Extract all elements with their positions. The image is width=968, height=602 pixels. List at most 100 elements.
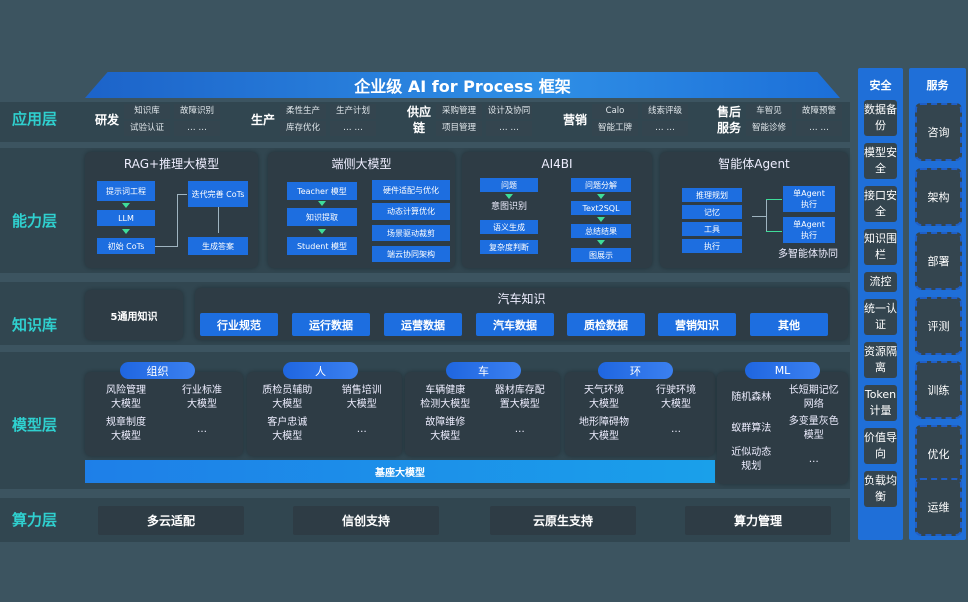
node-scene-prune: 场景驱动裁剪 [372, 225, 450, 241]
node-llm: LLM [97, 210, 155, 226]
app-item: Calo [592, 104, 638, 119]
service-title: 服务 [926, 79, 949, 92]
app-item: 生产计划 [330, 104, 376, 119]
arrow-right-icon [766, 231, 782, 232]
app-group-items: Calo 线索评级 智能工牌 … … [592, 104, 688, 136]
connector-line [766, 199, 767, 231]
app-item: 故障预警 [796, 104, 842, 119]
service-item: 运维 [915, 478, 962, 536]
connector-line [752, 216, 766, 217]
model-item: 销售培训 大模型 [341, 385, 382, 410]
model-panel [247, 372, 402, 456]
service-item: 训练 [915, 361, 962, 419]
app-item: 采购管理 [436, 104, 482, 119]
arrow-down-icon [318, 201, 326, 206]
model-item: 器材库存配 置大模型 [494, 385, 545, 410]
node-question: 问题 [480, 178, 538, 192]
layer-label-knowledge: 知识库 [12, 316, 58, 334]
label-multi-agent: 多智能体协同 [778, 249, 838, 260]
arrow-down-icon [122, 203, 130, 208]
model-item: 近似动态 规划 [731, 447, 772, 472]
model-category-pill: 人 [283, 362, 358, 379]
app-item: … … [486, 121, 532, 136]
node-complexity: 复杂度判断 [480, 240, 538, 254]
model-items: 车辆健康 检测大模型 器材库存配 置大模型 故障维修 大模型… [409, 384, 556, 444]
arrow-down-icon [597, 240, 605, 245]
model-items: 质检员辅助 大模型 销售培训 大模型 客户忠诚 大模型… [251, 384, 398, 444]
connector-line [218, 207, 219, 233]
security-items: 数据备份 模型安全 接口安全 知识围栏 流控 统一认证 资源隔离 Token计量 价值导向 负载均… [864, 100, 897, 507]
node-dynamic-compute: 动态计算优化 [372, 203, 450, 220]
model-items: 天气环境 大模型 行驶环境 大模型 地形障碍物 大模型… [569, 384, 711, 444]
label-intent: 意图识别 [490, 202, 527, 212]
panel-title: RAG+推理大模型 [123, 157, 220, 171]
arrow-down-icon [597, 217, 605, 222]
node-prompt-engineering: 提示词工程 [97, 181, 155, 201]
security-item: Token计量 [864, 385, 897, 421]
knowledge-item: 其他 [750, 313, 828, 336]
security-item: 资源隔离 [864, 342, 897, 378]
knowledge-item: 运营数据 [384, 313, 462, 336]
node-text2sql: Text2SQL [571, 201, 631, 215]
app-item: 线索评级 [642, 104, 688, 119]
compute-item: 多云适配 [98, 506, 244, 535]
compute-item: 信创支持 [293, 506, 439, 535]
app-group-items: 知识库 故障识别 试验认证 … … [124, 104, 220, 136]
model-item: 规章制度 大模型 [106, 417, 146, 442]
model-item: 长短期记忆 网络 [788, 385, 839, 410]
node-initial-cots: 初始 CoTs [97, 238, 155, 254]
node-teacher: Teacher 模型 [287, 182, 357, 200]
app-item: … … [330, 121, 376, 136]
model-category-pill: 组织 [120, 362, 195, 379]
knowledge-item: 行业规范 [200, 313, 278, 336]
app-item: … … [174, 121, 220, 136]
knowledge-item: 质检数据 [567, 313, 645, 336]
model-item: 随机森林 [731, 392, 772, 403]
node-generate-answer: 生成答案 [188, 237, 248, 255]
panel-title: 端侧大模型 [331, 157, 392, 171]
arrow-down-icon [505, 194, 513, 199]
service-item: 架构 [915, 168, 962, 226]
layer-label-app: 应用层 [12, 110, 58, 128]
security-item: 统一认证 [864, 299, 897, 335]
framework-title: 企业级 AI for Process 框架 [85, 72, 840, 98]
model-item: 质检员辅助 大模型 [262, 385, 313, 410]
node-single-agent: 单Agent 执行 [783, 186, 835, 212]
app-group-label: 营销 [562, 113, 587, 127]
model-item: … [808, 454, 819, 465]
knowledge-item: 运行数据 [292, 313, 370, 336]
security-title: 安全 [869, 79, 892, 92]
service-item: 优化 [915, 425, 962, 483]
security-item: 流控 [864, 272, 897, 292]
model-item: … [356, 424, 367, 435]
arrow-down-icon [318, 229, 326, 234]
model-item: 蚁群算法 [731, 423, 772, 434]
app-group-items: 车智见 故障预警 智能诊修 … … [746, 104, 842, 136]
app-group-items: 柔性生产 生产计划 库存优化 … … [280, 104, 376, 136]
node-memory: 记忆 [682, 205, 742, 219]
panel-title: 智能体Agent [718, 157, 790, 171]
knowledge-item: 营销知识 [658, 313, 736, 336]
app-item: 智能工牌 [592, 121, 638, 136]
security-item: 知识围栏 [864, 229, 897, 265]
base-model-bar: 基座大模型 [85, 460, 715, 483]
security-item: 负载均衡 [864, 471, 897, 507]
model-item: 多变量灰色 模型 [788, 416, 839, 441]
node-knowledge-extract: 知识提取 [287, 208, 357, 226]
model-panel [85, 372, 243, 456]
service-item: 评测 [915, 297, 962, 355]
service-item: 咨询 [915, 103, 962, 161]
connector-line [155, 246, 177, 247]
node-semantic: 语义生成 [480, 220, 538, 234]
app-item: 库存优化 [280, 121, 326, 136]
app-item: 设计及协同 [486, 104, 532, 119]
app-group: 供应链 采购管理 设计及协同 项目管理 … … [404, 104, 532, 136]
app-group: 售后服务 车智见 故障预警 智能诊修 … … [714, 104, 842, 136]
model-item: 车辆健康 检测大模型 [420, 385, 471, 410]
app-item: 智能诊修 [746, 121, 792, 136]
model-category-pill: 环 [598, 362, 673, 379]
layer-label-model: 模型层 [12, 416, 58, 434]
app-item: 故障识别 [174, 104, 220, 119]
model-item: 天气环境 大模型 [584, 385, 624, 410]
model-category-pill: ML [745, 362, 820, 379]
